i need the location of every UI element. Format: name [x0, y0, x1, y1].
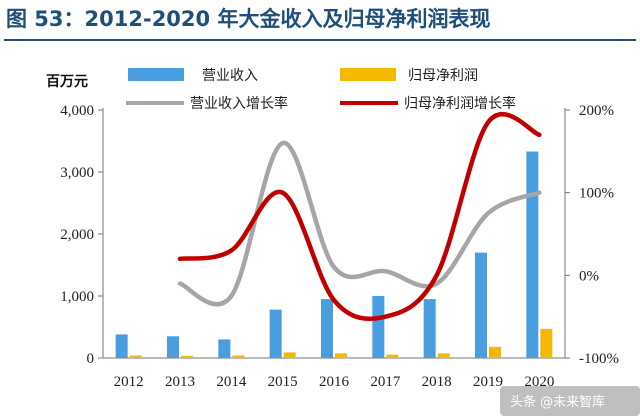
legend-label-revenue: 营业收入 [202, 68, 258, 84]
left-tick-label: 4,000 [60, 103, 94, 119]
left-tick-label: 0 [87, 351, 95, 367]
legend: 营业收入 归母净利润 营业收入增长率 归母净利润增长率 [126, 67, 516, 112]
right-tick-label: 0% [579, 268, 599, 284]
right-tick-label: 100% [579, 186, 614, 202]
x-axis-ticks: 2012 2013 2014 2015 2016 2017 2018 2019 2020 [114, 374, 555, 390]
lines [177, 112, 542, 321]
x-tick-label: 2014 [216, 374, 247, 390]
x-tick-label: 2013 [165, 374, 195, 390]
x-tick-label: 2016 [319, 374, 350, 390]
revenue-bar [526, 151, 539, 358]
net-profit-bar [335, 353, 347, 358]
net-profit-bar [283, 352, 296, 358]
net-profit-bar [129, 355, 142, 358]
legend-swatch-revenue [128, 68, 184, 81]
net-profit-bar [540, 328, 553, 358]
legend-label-revenue-growth: 营业收入增长率 [190, 95, 288, 112]
legend-label-net-profit: 归母净利润 [408, 67, 478, 84]
revenue-bar [269, 309, 282, 358]
x-tick-label: 2019 [473, 374, 503, 390]
x-tick-label: 2017 [370, 374, 401, 390]
legend-swatch-net-profit [340, 68, 396, 81]
revenue-bar [372, 296, 385, 358]
chart-title: 图 53：2012-2020 年大金收入及归母净利润表现 [6, 7, 490, 31]
x-tick-label: 2020 [524, 374, 554, 390]
revenue-bar [475, 252, 487, 358]
watermark-background [500, 386, 640, 416]
revenue-growth-line [177, 140, 542, 307]
legend-label-net-profit-growth: 归母净利润增长率 [404, 95, 516, 112]
net-profit-growth-line [177, 112, 542, 321]
net-profit-bar [181, 355, 193, 358]
x-tick-label: 2015 [268, 374, 298, 390]
revenue-bar [423, 299, 436, 358]
revenue-bar [167, 336, 179, 358]
net-profit-bar [489, 346, 501, 358]
left-tick-label: 1,000 [60, 289, 94, 305]
revenue-bar [218, 339, 231, 358]
bars [115, 151, 553, 358]
net-profit-bar [232, 355, 245, 358]
right-axis-ticks: -100% 0% 100% 200% [565, 103, 619, 367]
revenue-bar [321, 299, 333, 358]
right-tick-label: 200% [579, 103, 614, 119]
revenue-bar [115, 334, 128, 358]
x-tick-label: 2018 [422, 374, 452, 390]
net-profit-bar [386, 354, 399, 358]
x-tick-label: 2012 [114, 374, 144, 390]
left-axis-ticks: 0 1,000 2,000 3,000 4,000 [60, 103, 103, 367]
y-unit-label: 百万元 [46, 74, 88, 90]
left-tick-label: 3,000 [60, 165, 94, 181]
right-tick-label: -100% [579, 351, 619, 367]
left-tick-label: 2,000 [60, 227, 94, 243]
net-profit-bar [437, 353, 450, 358]
watermark: 头条 @未来智库 [510, 394, 605, 410]
